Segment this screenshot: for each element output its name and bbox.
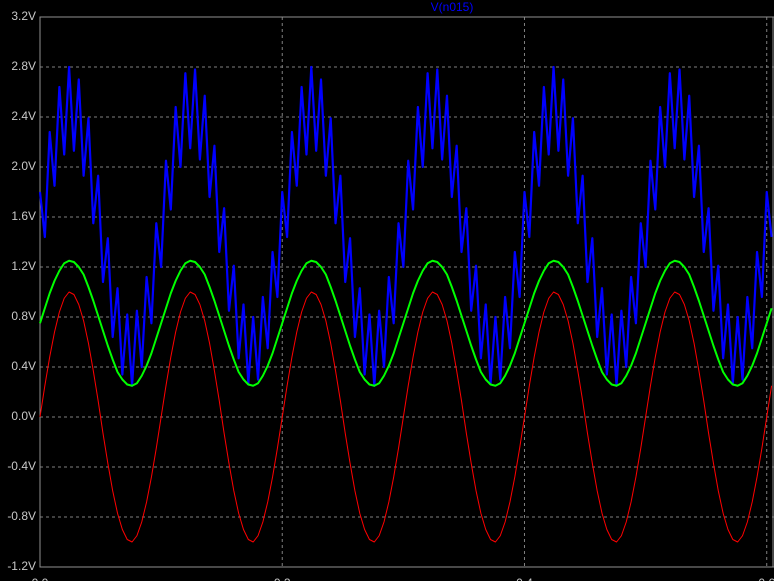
y-tick-label: 3.2V: [11, 9, 36, 23]
chart-title: V(n015): [431, 0, 474, 14]
plot-frame: [39, 16, 774, 568]
y-tick-label: -0.8V: [7, 509, 36, 523]
y-tick-label: 2.4V: [11, 109, 36, 123]
series-line: [39, 291, 773, 543]
x-tick-label: 0.4: [516, 576, 533, 581]
y-tick-label: 0.4V: [11, 359, 36, 373]
x-tick-label: 0.2: [274, 576, 291, 581]
y-tick-label: 2.8V: [11, 59, 36, 73]
x-tick-label: 0.0: [32, 576, 49, 581]
y-tick-label: 1.6V: [11, 209, 36, 223]
y-tick-label: 0.8V: [11, 309, 36, 323]
series-line: [39, 259, 773, 387]
y-tick-label: 1.2V: [11, 259, 36, 273]
series-line: [38, 65, 773, 387]
y-tick-label: -0.4V: [7, 459, 36, 473]
y-tick-label: 2.0V: [11, 159, 36, 173]
y-tick-label: 0.0V: [11, 409, 36, 423]
y-tick-label: -1.2V: [7, 559, 36, 573]
x-tick-label: 0.6: [758, 576, 774, 581]
